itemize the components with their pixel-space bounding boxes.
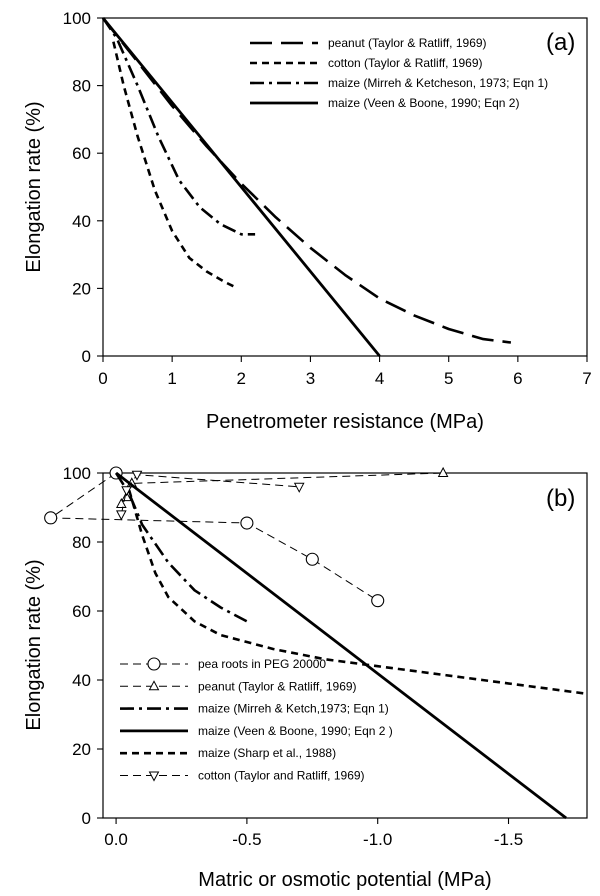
- panel-b-series-6-point: [131, 470, 143, 481]
- panel-b-series-5-line: [127, 489, 588, 696]
- panel-b-series-1-point: [371, 594, 385, 608]
- panel-a-x-tick-label: 0: [98, 369, 107, 388]
- panel-b-legend-label: maize (Sharp et al., 1988): [198, 746, 336, 760]
- panel-b-y-tick-label: 80: [72, 533, 91, 552]
- panel-b-legend: pea roots in PEG 20000 peanut (Taylor & R…: [120, 657, 393, 783]
- panel-b-series-6-point: [121, 486, 132, 497]
- panel-b-legend-label: cotton (Taylor and Ratliff, 1969): [198, 769, 365, 783]
- panel-a-x-tick-label: 4: [375, 369, 384, 388]
- panel-b-ticks: 0.0 -0.5 -1.0 -1.5 0 20 40 60 80 100: [63, 464, 524, 849]
- panel-b-legend-label: peanut (Taylor & Ratliff, 1969): [198, 679, 357, 693]
- panel-a-x-tick-label: 6: [513, 369, 522, 388]
- panel-a-x-tick-label: 2: [237, 369, 246, 388]
- panel-a-y-tick-label: 80: [72, 77, 91, 96]
- panel-a-series-4-line: [101, 17, 381, 357]
- panel-a-x-tick-label: 3: [306, 369, 315, 388]
- panel-a-y-tick-label: 0: [82, 347, 91, 366]
- panel-a-series-2-line: [112, 41, 239, 290]
- panel-b-series: [44, 466, 588, 820]
- panel-a-legend-label: maize (Mirreh & Ketcheson, 1973; Eqn 1): [328, 76, 548, 90]
- panel-a-y-tick-label: 20: [72, 279, 91, 298]
- panel-b-series-6-line: [120, 474, 300, 515]
- panel-b: 0.0 -0.5 -1.0 -1.5 0 20 40 60 80 100 pea roots in…: [23, 464, 588, 891]
- panel-a-x-tick-label: 5: [444, 369, 453, 388]
- panel-b-y-tick-label: 100: [63, 464, 91, 483]
- panel-b-x-tick-label: 0.0: [104, 830, 128, 849]
- panel-b-x-tick-label: -1.0: [363, 830, 392, 849]
- panel-a-x-tick-label: 7: [582, 369, 591, 388]
- panel-b-legend-label: maize (Mirreh & Ketch,1973; Eqn 1): [198, 702, 389, 716]
- panel-b-x-tick-label: -0.5: [232, 830, 261, 849]
- panel-b-series-2-line: [120, 472, 444, 505]
- panel-a-y-tick-label: 100: [63, 9, 91, 28]
- panel-b-legend-label: maize (Veen & Boone, 1990; Eqn 2 ): [198, 724, 393, 738]
- panel-a-legend: peanut (Taylor & Ratliff, 1969) cotton (T…: [250, 36, 548, 110]
- panel-a-ticks: 0 1 2 3 4 5 6 7 0 20 40 60 80 100: [63, 9, 592, 388]
- panel-b-legend-marker: [148, 680, 160, 691]
- panel-a-series-1-line: [101, 17, 512, 344]
- panel-b-legend-label: pea roots in PEG 20000: [198, 657, 326, 671]
- panel-b-y-tick-label: 0: [82, 809, 91, 828]
- panel-b-y-tick-label: 60: [72, 602, 91, 621]
- panel-b-series-1-point: [44, 511, 58, 525]
- panel-a-y-tick-label: 60: [72, 144, 91, 163]
- panel-b-x-axis-label: Matric or osmotic potential (MPa): [198, 869, 491, 891]
- panel-b-x-tick-label: -1.5: [494, 830, 523, 849]
- panel-b-series-1-line: [50, 472, 378, 602]
- panel-a-legend-label: maize (Veen & Boone, 1990; Eqn 2): [328, 96, 519, 110]
- panel-a-frame: [102, 17, 588, 357]
- panel-b-series-1-point: [240, 516, 254, 530]
- panel-b-legend-marker: [147, 657, 161, 671]
- panel-b-series-6-point: [293, 482, 305, 493]
- panel-b-label: (b): [546, 485, 575, 512]
- panel-b-frame: [102, 472, 588, 819]
- panel-a-x-axis-label: Penetrometer resistance (MPa): [206, 411, 484, 433]
- panel-a: 0 1 2 3 4 5 6 7 0 20 40 60 80 100 peanut (Taylor & Ra…: [23, 9, 592, 433]
- panel-a-y-tick-label: 40: [72, 212, 91, 231]
- panel-a-x-tick-label: 1: [167, 369, 176, 388]
- panel-b-series-4-line: [115, 471, 567, 820]
- panel-a-legend-label: cotton (Taylor & Ratliff, 1969): [328, 56, 483, 70]
- panel-b-series-2-point: [115, 497, 127, 509]
- panel-b-y-tick-label: 40: [72, 671, 91, 690]
- panel-a-label: (a): [546, 29, 575, 56]
- panel-a-series: [101, 17, 512, 357]
- panel-a-series-3-line: [101, 17, 256, 236]
- panel-b-series-1-point: [305, 552, 319, 566]
- panel-b-y-tick-label: 20: [72, 740, 91, 759]
- panel-a-y-axis-label: Elongation rate (%): [23, 101, 45, 272]
- panel-b-series-2-point: [437, 466, 449, 477]
- panel-b-y-axis-label: Elongation rate (%): [23, 559, 45, 730]
- panel-b-series-6-point: [115, 510, 127, 521]
- panel-a-legend-label: peanut (Taylor & Ratliff, 1969): [328, 36, 487, 50]
- panel-b-series-3-line: [115, 472, 248, 623]
- panel-b-legend-marker: [148, 771, 160, 782]
